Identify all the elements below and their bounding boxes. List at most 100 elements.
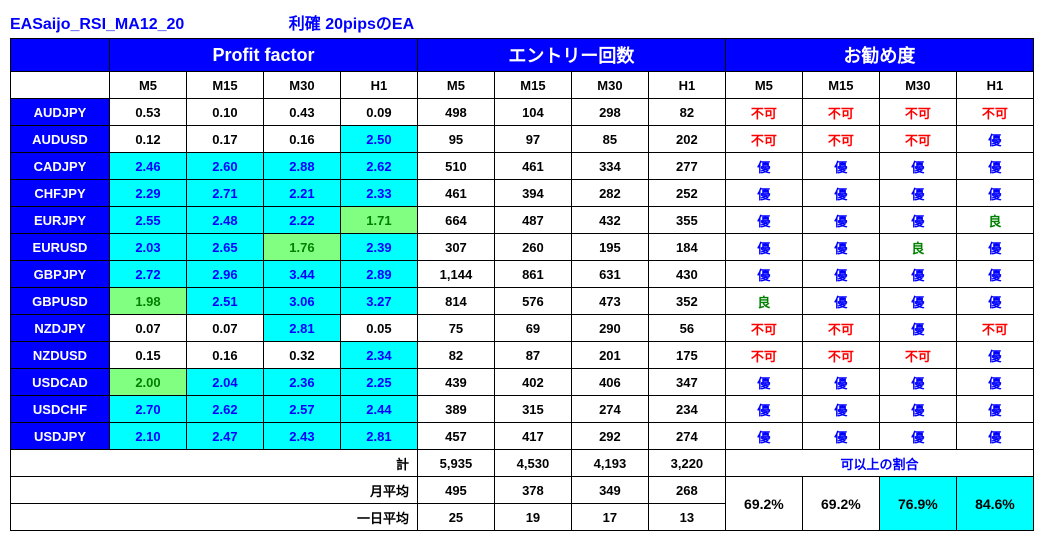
entry-cell: 307 [417, 234, 494, 261]
sum-day-m5: 25 [417, 504, 494, 531]
rec-cell: 優 [879, 288, 956, 315]
pair-cell: USDJPY [11, 423, 110, 450]
tf-header: H1 [340, 72, 417, 99]
sum-month-h1: 268 [648, 477, 725, 504]
rec-cell: 優 [956, 396, 1033, 423]
sum-month-m15: 378 [494, 477, 571, 504]
pf-cell: 0.07 [186, 315, 263, 342]
tf-header: M5 [109, 72, 186, 99]
pf-cell: 2.39 [340, 234, 417, 261]
pf-cell: 2.57 [263, 396, 340, 423]
pf-cell: 2.51 [186, 288, 263, 315]
pf-cell: 2.48 [186, 207, 263, 234]
pf-cell: 2.21 [263, 180, 340, 207]
summary-body: 計 5,935 4,530 4,193 3,220 可以上の割合 月平均 495… [11, 450, 1034, 531]
entry-cell: 394 [494, 180, 571, 207]
sum-label-month: 月平均 [11, 477, 418, 504]
pair-cell: EURUSD [11, 234, 110, 261]
pf-cell: 0.07 [109, 315, 186, 342]
pf-cell: 0.10 [186, 99, 263, 126]
corner-cell [11, 39, 110, 72]
rec-cell: 優 [725, 369, 802, 396]
sum-day-m30: 17 [571, 504, 648, 531]
pf-cell: 2.65 [186, 234, 263, 261]
entry-cell: 175 [648, 342, 725, 369]
tf-header: M30 [571, 72, 648, 99]
rec-cell: 良 [956, 207, 1033, 234]
pf-cell: 0.15 [109, 342, 186, 369]
table-row: AUDUSD0.120.170.162.50959785202不可不可不可優 [11, 126, 1034, 153]
entry-cell: 97 [494, 126, 571, 153]
rec-cell: 優 [725, 234, 802, 261]
table-row: USDCHF2.702.622.572.44389315274234優優優優 [11, 396, 1034, 423]
entry-cell: 487 [494, 207, 571, 234]
tf-header: M15 [802, 72, 879, 99]
entry-cell: 282 [571, 180, 648, 207]
entry-cell: 439 [417, 369, 494, 396]
rec-cell: 不可 [802, 315, 879, 342]
title-main: EASaijo_RSI_MA12_20 [10, 16, 184, 33]
entry-cell: 277 [648, 153, 725, 180]
pair-cell: NZDJPY [11, 315, 110, 342]
entry-cell: 417 [494, 423, 571, 450]
ratio-label: 可以上の割合 [725, 450, 1033, 477]
pf-cell: 2.81 [340, 423, 417, 450]
rec-cell: 優 [956, 369, 1033, 396]
entry-cell: 814 [417, 288, 494, 315]
entry-cell: 298 [571, 99, 648, 126]
pf-cell: 2.25 [340, 369, 417, 396]
pf-cell: 2.47 [186, 423, 263, 450]
pf-cell: 0.05 [340, 315, 417, 342]
rec-cell: 優 [879, 261, 956, 288]
ratio-m15: 69.2% [802, 477, 879, 531]
entry-cell: 202 [648, 126, 725, 153]
pf-cell: 2.34 [340, 342, 417, 369]
entry-cell: 510 [417, 153, 494, 180]
sum-kei-m30: 4,193 [571, 450, 648, 477]
pair-cell: GBPJPY [11, 261, 110, 288]
tf-header: H1 [648, 72, 725, 99]
pf-cell: 2.50 [340, 126, 417, 153]
entry-cell: 260 [494, 234, 571, 261]
rec-cell: 優 [879, 396, 956, 423]
table-row: EURJPY2.552.482.221.71664487432355優優優良 [11, 207, 1034, 234]
rec-cell: 不可 [956, 99, 1033, 126]
rec-cell: 優 [956, 342, 1033, 369]
table-body: AUDJPY0.530.100.430.0949810429882不可不可不可不… [11, 99, 1034, 450]
pf-cell: 3.44 [263, 261, 340, 288]
rec-cell: 優 [956, 180, 1033, 207]
rec-cell: 優 [725, 153, 802, 180]
pf-cell: 0.17 [186, 126, 263, 153]
rec-cell: 優 [956, 126, 1033, 153]
page-title: EASaijo_RSI_MA12_20 利確 20pipsのEA [10, 10, 1034, 34]
entry-cell: 406 [571, 369, 648, 396]
pair-cell: CHFJPY [11, 180, 110, 207]
tf-header: M15 [186, 72, 263, 99]
entry-cell: 347 [648, 369, 725, 396]
sum-label-kei: 計 [11, 450, 418, 477]
pf-cell: 1.71 [340, 207, 417, 234]
entry-cell: 82 [648, 99, 725, 126]
table-row: GBPJPY2.722.963.442.891,144861631430優優優優 [11, 261, 1034, 288]
ratio-m30: 76.9% [879, 477, 956, 531]
tf-header: M15 [494, 72, 571, 99]
rec-cell: 優 [725, 423, 802, 450]
rec-cell: 優 [879, 180, 956, 207]
entry-cell: 498 [417, 99, 494, 126]
entry-cell: 389 [417, 396, 494, 423]
entry-cell: 461 [494, 153, 571, 180]
entry-cell: 355 [648, 207, 725, 234]
rec-cell: 優 [725, 261, 802, 288]
rec-cell: 優 [879, 153, 956, 180]
pf-cell: 0.09 [340, 99, 417, 126]
pf-cell: 2.70 [109, 396, 186, 423]
pf-cell: 2.33 [340, 180, 417, 207]
timeframe-row: M5M15M30H1M5M15M30H1M5M15M30H1 [11, 72, 1034, 99]
pf-cell: 2.89 [340, 261, 417, 288]
ratio-m5: 69.2% [725, 477, 802, 531]
table-row: CHFJPY2.292.712.212.33461394282252優優優優 [11, 180, 1034, 207]
rec-cell: 優 [802, 153, 879, 180]
rec-cell: 優 [956, 288, 1033, 315]
rec-cell: 優 [802, 288, 879, 315]
header-rec: お勧め度 [725, 39, 1033, 72]
